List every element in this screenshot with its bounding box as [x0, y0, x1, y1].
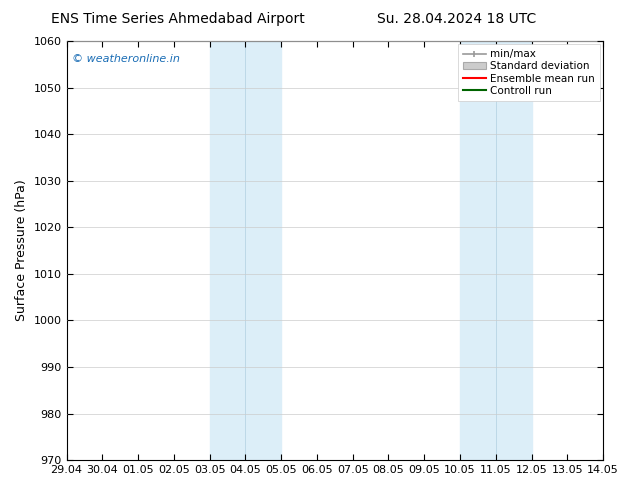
- Y-axis label: Surface Pressure (hPa): Surface Pressure (hPa): [15, 180, 28, 321]
- Bar: [460, 41, 496, 460]
- Text: © weatheronline.in: © weatheronline.in: [72, 53, 180, 64]
- Legend: min/max, Standard deviation, Ensemble mean run, Controll run: min/max, Standard deviation, Ensemble me…: [458, 44, 600, 101]
- Bar: [496, 41, 531, 460]
- Text: Su. 28.04.2024 18 UTC: Su. 28.04.2024 18 UTC: [377, 12, 536, 26]
- Text: ENS Time Series Ahmedabad Airport: ENS Time Series Ahmedabad Airport: [51, 12, 304, 26]
- Bar: [245, 41, 281, 460]
- Bar: [210, 41, 245, 460]
